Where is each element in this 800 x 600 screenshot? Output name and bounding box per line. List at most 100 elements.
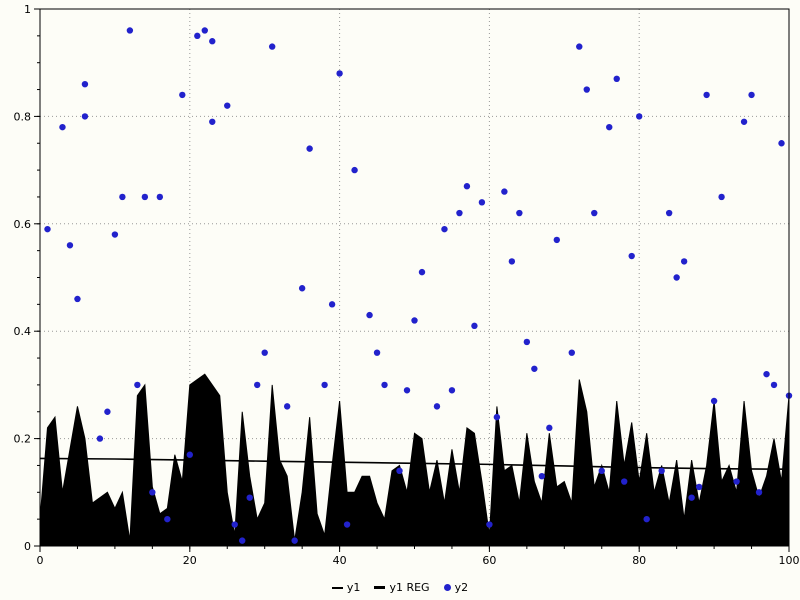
y2-point [411, 317, 418, 324]
legend-label-y2: y2 [454, 581, 469, 594]
y2-point [186, 451, 193, 458]
y2-point [403, 387, 411, 394]
y2-point [81, 113, 89, 120]
y2-point [508, 258, 516, 265]
y2-point [568, 349, 575, 356]
y2-point [104, 408, 111, 415]
y2-point [688, 494, 695, 501]
y2-point [96, 435, 104, 442]
y2-point [516, 209, 523, 217]
y2-point [119, 193, 126, 201]
y2-point [583, 86, 590, 93]
y2-point [673, 274, 680, 281]
y2-point [373, 349, 381, 356]
y2-point [111, 231, 119, 238]
y2-dot-swatch [443, 584, 451, 591]
y2-point [658, 467, 665, 475]
y2-point [396, 467, 403, 475]
y1-reg-line [39, 457, 790, 471]
y2-point [254, 381, 261, 389]
y2-point [755, 489, 763, 496]
y2-point [321, 381, 328, 389]
x-tick-label: 40 [333, 554, 347, 567]
y1-reg-line-swatch [374, 586, 386, 589]
y1-line-swatch [331, 586, 343, 589]
y2-point [448, 387, 456, 394]
y2-point [306, 145, 313, 152]
legend-item-y1: y1 [331, 581, 361, 594]
y2-point [231, 521, 238, 528]
y2-point [74, 295, 81, 303]
y2-point [606, 123, 613, 131]
y2-point [665, 209, 673, 217]
legend-item-y2: y2 [443, 581, 469, 594]
y2-point [501, 188, 508, 195]
y2-point [478, 199, 486, 206]
y2-point [523, 338, 531, 346]
y2-point [553, 236, 561, 244]
y-tick-label: 0 [24, 540, 31, 553]
y2-point [733, 478, 740, 485]
y2-point [156, 193, 164, 201]
x-tick-label: 0 [37, 554, 44, 567]
y1-area-series [39, 373, 790, 547]
y2-point [770, 381, 778, 389]
y2-point [680, 258, 688, 265]
y2-point [486, 521, 493, 528]
y2-point [366, 311, 373, 319]
y2-point [126, 27, 134, 34]
y2-point [463, 183, 471, 190]
y2-point [66, 242, 74, 249]
y2-point [441, 225, 448, 233]
y2-point [763, 370, 770, 378]
y2-point [493, 413, 501, 421]
y2-point [695, 483, 703, 491]
y2-point [44, 225, 51, 233]
x-tick-label: 100 [779, 554, 800, 567]
y2-point [471, 322, 478, 330]
x-tick-label: 20 [183, 554, 197, 567]
y2-point [576, 43, 583, 50]
y2-point [718, 193, 725, 201]
y2-point [546, 424, 553, 432]
y2-point [261, 349, 268, 356]
chart-legend: y1 y1 REG y2 [0, 581, 800, 594]
y2-point [643, 515, 650, 523]
x-tick-label: 60 [482, 554, 496, 567]
legend-item-y1-reg: y1 REG [374, 581, 430, 594]
y2-point [418, 268, 426, 276]
y2-point [538, 472, 546, 480]
y2-point [456, 209, 463, 217]
y2-point [149, 489, 156, 496]
y2-point [164, 515, 171, 523]
y2-point [246, 494, 253, 501]
legend-label-y1: y1 [346, 581, 361, 594]
y2-point [194, 32, 201, 40]
y2-point [59, 123, 66, 131]
y2-point [598, 467, 605, 475]
y2-point [291, 537, 298, 544]
y2-point [433, 403, 441, 410]
y2-point [336, 70, 343, 77]
y2-point [591, 209, 598, 217]
y2-point [381, 381, 388, 389]
y2-point [201, 27, 208, 34]
y2-point [298, 285, 306, 292]
y2-point [748, 91, 755, 99]
y-tick-label: 0.8 [14, 110, 32, 123]
y2-point [134, 381, 141, 389]
y-tick-label: 0.6 [14, 218, 32, 231]
y2-point [628, 252, 635, 260]
y2-point [268, 43, 276, 50]
y2-point [710, 397, 718, 405]
y2-point [703, 91, 710, 99]
y2-point [81, 80, 89, 88]
y2-point [239, 537, 246, 544]
y2-point [531, 365, 538, 372]
y2-point [141, 193, 149, 201]
y-tick-label: 0.4 [14, 325, 32, 338]
y2-point [613, 75, 620, 83]
y2-point [778, 140, 785, 147]
y-tick-label: 1 [24, 3, 31, 16]
